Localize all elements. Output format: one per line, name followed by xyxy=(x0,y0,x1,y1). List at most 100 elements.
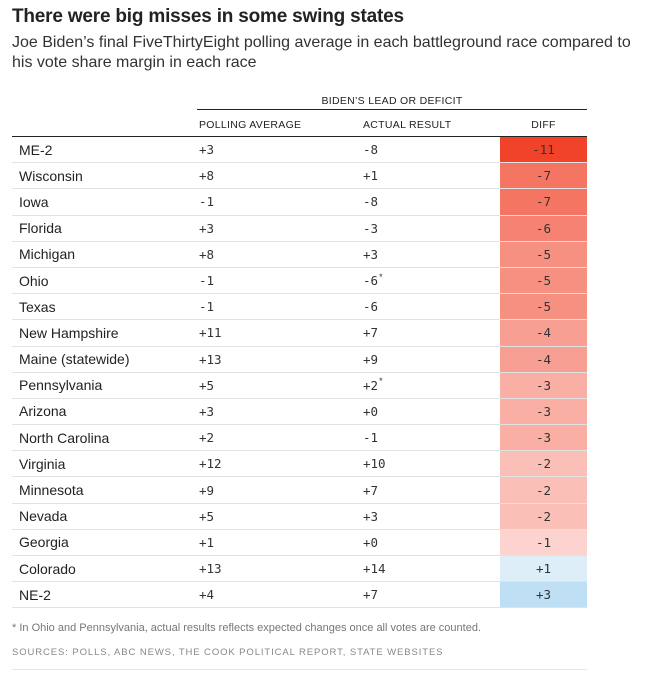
polling-average-value: +4 xyxy=(199,587,215,603)
table-row: Colorado +13 +14 +1 xyxy=(12,556,587,583)
state-name: Michigan xyxy=(19,246,76,263)
polling-average-value: +13 xyxy=(199,561,222,577)
table-row: Minnesota +9 +7 -2 xyxy=(12,477,587,504)
table-row: New Hampshire +11 +7 -4 xyxy=(12,320,587,347)
actual-result-value: -6 xyxy=(363,299,379,315)
table-row: Arizona +3 +0 -3 xyxy=(12,398,587,426)
diff-value: -3 xyxy=(500,425,587,451)
actual-result-value: +3 xyxy=(363,246,379,262)
column-header-diff: DIFF xyxy=(531,119,556,131)
state-name: Florida xyxy=(19,220,62,237)
actual-result-value: +7 xyxy=(363,325,379,341)
actual-result-value: +0 xyxy=(363,403,379,419)
state-name: Nevada xyxy=(19,508,68,525)
column-header-actual-result: ACTUAL RESULT xyxy=(363,119,452,131)
diff-value: -4 xyxy=(500,346,587,372)
actual-result-value: +0 xyxy=(363,534,379,550)
actual-result-value: +3 xyxy=(363,508,379,524)
actual-result-value: +2 * xyxy=(363,376,383,393)
state-name: ME-2 xyxy=(19,141,53,158)
polling-average-value: -1 xyxy=(199,299,215,315)
table-row: Maine (statewide) +13 +9 -4 xyxy=(12,346,587,373)
state-name: Ohio xyxy=(19,272,49,289)
polling-average-value: +12 xyxy=(199,456,222,472)
state-name: Arizona xyxy=(19,403,67,420)
diff-value: -3 xyxy=(500,372,587,398)
table-row: Nevada +5 +3 -2 xyxy=(12,503,587,530)
diff-value: -2 xyxy=(500,477,587,503)
diff-value: -5 xyxy=(500,294,587,320)
polling-average-value: +3 xyxy=(199,142,215,158)
table-row: Wisconsin +8 +1 -7 xyxy=(12,163,587,190)
table-row: Michigan +8 +3 -5 xyxy=(12,241,587,268)
diff-value: -11 xyxy=(500,137,587,163)
table-row: Pennsylvania +5 +2 * -3 xyxy=(12,372,587,399)
actual-result-value: -3 xyxy=(363,220,379,236)
polling-average-value: +11 xyxy=(199,325,222,341)
state-name: Virginia xyxy=(19,455,66,472)
diff-value: -2 xyxy=(500,451,587,477)
state-name: Colorado xyxy=(19,560,76,577)
actual-result-value: -8 xyxy=(363,194,379,210)
state-name: Iowa xyxy=(19,193,49,210)
table-row: Florida +3 -3 -6 xyxy=(12,215,587,242)
state-name: North Carolina xyxy=(19,429,110,446)
chart-title: There were big misses in some swing stat… xyxy=(12,6,404,27)
header-rule xyxy=(12,136,587,137)
polling-average-value: +8 xyxy=(199,246,215,262)
state-name: Wisconsin xyxy=(19,167,83,184)
diff-value: -2 xyxy=(500,503,587,529)
results-table: ME-2 +3 -8 -11 Wisconsin +8 +1 -7 Iowa -1 -8 -7 Flor… xyxy=(12,137,587,609)
diff-value: -7 xyxy=(500,163,587,189)
diff-value: -5 xyxy=(500,267,587,294)
polling-average-value: -1 xyxy=(199,273,215,289)
chart-subtitle: Joe Biden’s final FiveThirtyEight pollin… xyxy=(12,34,631,71)
sources: SOURCES: POLLS, ABC NEWS, THE COOK POLIT… xyxy=(12,647,444,658)
state-name: Maine (statewide) xyxy=(19,351,130,368)
state-name: Minnesota xyxy=(19,482,84,499)
footnote-marker: * xyxy=(379,376,383,387)
actual-result-value: -8 xyxy=(363,142,379,158)
bottom-rule xyxy=(12,669,587,670)
diff-value: -6 xyxy=(500,215,587,241)
diff-value: +3 xyxy=(500,582,587,608)
polling-average-value: -1 xyxy=(199,194,215,210)
polling-average-value: +1 xyxy=(199,534,215,550)
state-name: Pennsylvania xyxy=(19,377,103,394)
column-header-polling-average: POLLING AVERAGE xyxy=(199,119,302,131)
polling-average-value: +5 xyxy=(199,377,215,393)
actual-result-value: -6 * xyxy=(363,271,383,289)
table-row: ME-2 +3 -8 -11 xyxy=(12,137,587,164)
actual-result-value: +10 xyxy=(363,456,386,472)
group-header: BIDEN’S LEAD OR DEFICIT xyxy=(197,93,587,110)
diff-value: +1 xyxy=(500,556,587,582)
footnote-marker: * xyxy=(379,271,383,282)
diff-value: -1 xyxy=(500,529,587,555)
polling-average-value: +5 xyxy=(199,508,215,524)
polling-average-value: +13 xyxy=(199,351,222,367)
state-name: NE-2 xyxy=(19,586,51,603)
footnote: * In Ohio and Pennsylvania, actual resul… xyxy=(12,622,482,634)
table-row: Virginia +12 +10 -2 xyxy=(12,451,587,478)
state-name: Texas xyxy=(19,298,56,315)
actual-result-value: +9 xyxy=(363,351,379,367)
table-row: Texas -1 -6 -5 xyxy=(12,294,587,321)
polling-average-value: +8 xyxy=(199,168,215,184)
actual-result-value: +7 xyxy=(363,587,379,603)
table-row: NE-2 +4 +7 +3 xyxy=(12,582,587,609)
table-row: Georgia +1 +0 -1 xyxy=(12,529,587,556)
diff-value: -3 xyxy=(500,398,587,425)
polling-average-value: +3 xyxy=(199,403,215,419)
actual-result-value: +1 xyxy=(363,168,379,184)
diff-value: -4 xyxy=(500,320,587,346)
diff-value: -5 xyxy=(500,241,587,267)
polling-average-value: +9 xyxy=(199,482,215,498)
actual-result-value: +7 xyxy=(363,482,379,498)
state-name: Georgia xyxy=(19,534,69,551)
table-row: Iowa -1 -8 -7 xyxy=(12,189,587,216)
table-row: North Carolina +2 -1 -3 xyxy=(12,425,587,452)
actual-result-value: -1 xyxy=(363,430,379,446)
polling-average-value: +2 xyxy=(199,430,215,446)
state-name: New Hampshire xyxy=(19,324,119,341)
diff-value: -7 xyxy=(500,189,587,215)
